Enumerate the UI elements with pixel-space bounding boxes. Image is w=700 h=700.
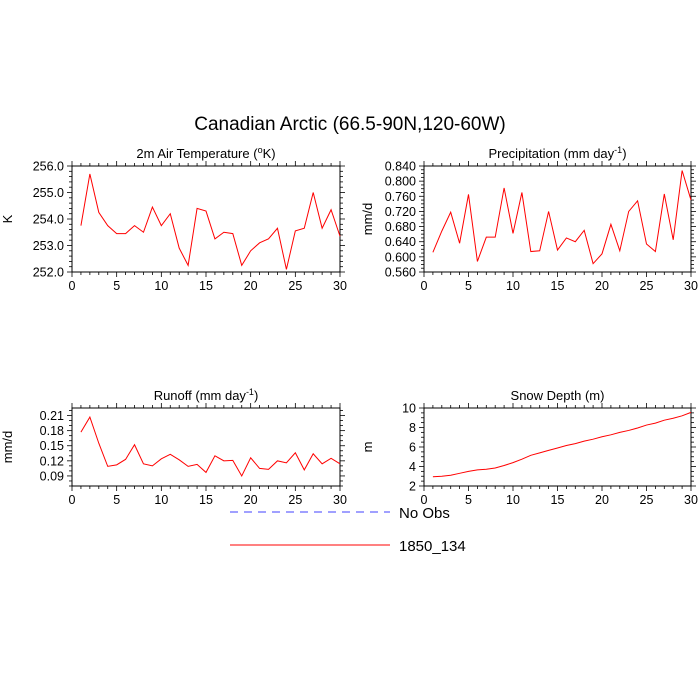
series-line-1850_134 <box>432 170 692 265</box>
legend-item: No Obs <box>230 505 450 522</box>
x-tick-label: 30 <box>333 279 347 293</box>
x-tick-label: 5 <box>113 493 120 507</box>
x-tick-label: 15 <box>199 493 213 507</box>
y-tick-label: 2 <box>409 480 416 494</box>
x-tick-label: 30 <box>333 493 347 507</box>
x-tick-label: 5 <box>465 279 472 293</box>
y-tick-label: 253.0 <box>33 239 64 253</box>
x-tick-label: 30 <box>684 493 698 507</box>
plot-frame <box>71 165 341 273</box>
y-tick-label: 254.0 <box>33 213 64 227</box>
panel-title: Runoff (mm day-1) <box>154 387 259 403</box>
x-tick-label: 20 <box>244 279 258 293</box>
y-tick-label: 0.640 <box>385 235 416 249</box>
panel-title: Precipitation (mm day-1) <box>488 145 626 161</box>
legend-label: No Obs <box>399 505 450 522</box>
y-tick-label: 8 <box>409 421 416 435</box>
y-axis-label: mm/d <box>0 431 15 464</box>
series-line-1850_134 <box>80 173 341 270</box>
y-tick-label: 0.840 <box>385 160 416 174</box>
y-tick-label: 0.12 <box>40 454 64 468</box>
x-tick-label: 10 <box>154 279 168 293</box>
y-tick-label: 0.600 <box>385 250 416 264</box>
x-tick-label: 25 <box>288 279 302 293</box>
panel-grid: 0 5 10 15 20 25 30252.0253.0254.0255.0256.02m … <box>0 145 698 507</box>
legend-item: 1850_134 <box>230 538 466 555</box>
x-tick-label: 30 <box>684 279 698 293</box>
plot-frame <box>423 407 692 487</box>
series-line-1850_134 <box>432 411 692 478</box>
x-tick-label: 10 <box>154 493 168 507</box>
y-tick-label: 4 <box>409 460 416 474</box>
x-tick-label: 0 <box>69 493 76 507</box>
y-tick-label: 0.720 <box>385 205 416 219</box>
y-tick-label: 256.0 <box>33 160 64 174</box>
y-tick-label: 0.18 <box>40 424 64 438</box>
x-tick-label: 25 <box>640 279 654 293</box>
x-tick-label: 20 <box>595 279 609 293</box>
y-tick-label: 255.0 <box>33 186 64 200</box>
x-tick-label: 15 <box>551 279 565 293</box>
x-tick-label: 0 <box>69 279 76 293</box>
x-tick-label: 0 <box>421 493 428 507</box>
x-tick-label: 20 <box>244 493 258 507</box>
legend-label: 1850_134 <box>399 538 466 555</box>
y-axis-label: m <box>360 442 375 453</box>
panel-title: Snow Depth (m) <box>511 388 605 403</box>
x-tick-label: 20 <box>595 493 609 507</box>
panel-1: 0 5 10 15 20 25 30 252.0 253.0 254.0 255.0 256.0 2m … <box>0 145 347 293</box>
panel-3: 0 5 10 15 20 25 30 0.090.120.150.180.21 Runoff (… <box>0 387 347 507</box>
y-tick-label: 0.15 <box>40 439 64 453</box>
y-tick-label: 0.21 <box>40 409 64 423</box>
panel-2: 0 5 10 15 20 25 30 0.560 0.6000.6400.6800.7200.7… <box>360 145 698 293</box>
y-axis-label: K <box>0 214 15 223</box>
x-tick-label: 10 <box>506 279 520 293</box>
main-title: Canadian Arctic (66.5-90N,120-60W) <box>194 114 506 135</box>
x-tick-label: 25 <box>640 493 654 507</box>
x-tick-label: 15 <box>551 493 565 507</box>
y-tick-label: 0.680 <box>385 220 416 234</box>
y-tick-label: 0.09 <box>40 469 64 483</box>
x-tick-label: 25 <box>288 493 302 507</box>
y-tick-label: 0.760 <box>385 190 416 204</box>
y-tick-label: 252.0 <box>33 266 64 280</box>
x-tick-label: 5 <box>465 493 472 507</box>
x-tick-label: 5 <box>113 279 120 293</box>
y-tick-label: 10 <box>402 402 416 416</box>
x-tick-label: 15 <box>199 279 213 293</box>
x-tick-label: 10 <box>506 493 520 507</box>
y-tick-label: 0.560 <box>385 266 416 280</box>
panel-4: 0 5 10 15 20 25 30 2 4 6 8 10 Snow Depth (m) m <box>360 388 698 507</box>
legend: No Obs 1850_134 <box>230 505 466 555</box>
x-tick-label: 0 <box>421 279 428 293</box>
panel-title: 2m Air Temperature (oK) <box>136 145 275 161</box>
series-line-1850_134 <box>80 415 341 478</box>
y-tick-label: 6 <box>409 441 416 455</box>
y-axis-label: mm/d <box>360 203 375 236</box>
plot-frame <box>71 407 341 487</box>
y-tick-label: 0.800 <box>385 175 416 189</box>
